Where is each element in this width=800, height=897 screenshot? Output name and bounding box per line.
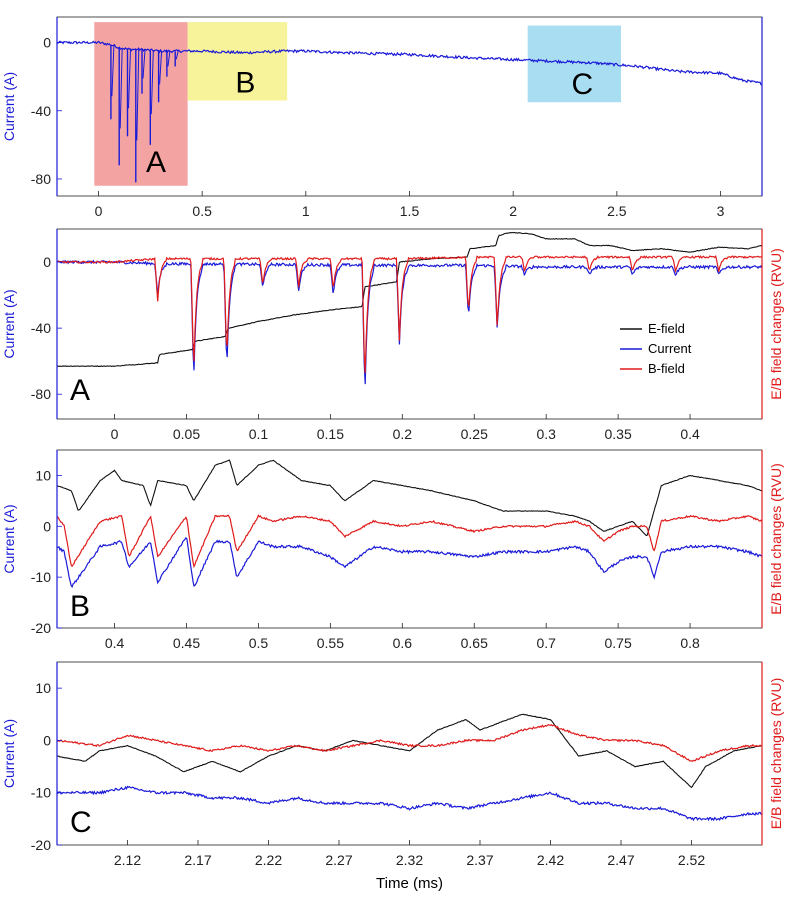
x-tick-label: 2.22 (255, 852, 282, 868)
series-current (57, 40, 762, 86)
panel-label: B (70, 590, 90, 623)
x-axis-label: Time (ms) (376, 875, 443, 892)
y-tick-label: 0 (43, 35, 51, 51)
x-tick-label: 0.3 (536, 426, 556, 442)
legend-label: Current (648, 341, 692, 356)
panel-B: 0.4 0.45 0.5 0.55 0.6 0.65 0.7 0.75 0.8 -20 -10 0 10… (1, 449, 784, 651)
y-tick-label: 10 (35, 680, 51, 696)
legend: E-field Current B-field (620, 321, 692, 376)
x-tick-label: 2.12 (114, 852, 141, 868)
x-tick-label: 1 (302, 203, 310, 219)
x-tick-label: 0.05 (173, 426, 200, 442)
y-tick-label: -40 (31, 320, 51, 336)
panel-overview: A B C 0 0.5 1 1.5 2 2.5 3 -80 -40 0 Current (A) (1, 16, 763, 219)
y-tick-label: -10 (31, 569, 51, 585)
x-tick-label: 2.17 (184, 852, 211, 868)
panel-label: A (70, 374, 90, 407)
legend-label: B-field (648, 361, 685, 376)
y-axis-label: Current (A) (1, 719, 17, 788)
x-tick-label: 0.4 (105, 635, 125, 651)
spike-secondary (159, 50, 163, 85)
region-label-A: A (146, 146, 166, 179)
x-tick-label: 0.65 (461, 635, 488, 651)
x-tick-label: 2.32 (396, 852, 423, 868)
y-tick-label: 0 (43, 732, 51, 748)
x-tick-label: 0.15 (317, 426, 344, 442)
x-tick-label: 1.5 (400, 203, 420, 219)
legend-label: E-field (648, 321, 685, 336)
spike-secondary (119, 47, 123, 129)
series-current (57, 259, 762, 385)
spike-secondary (175, 50, 179, 60)
series-current (57, 785, 762, 822)
x-tick-label: 0.45 (173, 635, 200, 651)
x-tick-label: 2 (509, 203, 517, 219)
y-axis-label-right: E/B field changes (RVU) (768, 678, 784, 829)
x-tick-label: 2.52 (678, 852, 705, 868)
x-tick-label: 0.5 (192, 203, 212, 219)
y-tick-label: -20 (31, 837, 51, 853)
plot-frame (56, 449, 763, 629)
x-tick-label: 0.6 (393, 635, 413, 651)
spike-secondary (111, 44, 115, 97)
y-axis-label: Current (A) (1, 72, 17, 141)
panel-A: 0 0.05 0.1 0.15 0.2 0.25 0.3 0.35 0.4 -80 -40 0 Curr… (1, 228, 784, 442)
y-axis-label: Current (A) (1, 504, 17, 573)
x-tick-label: 0.1 (249, 426, 269, 442)
y-axis-label-right: E/B field changes (RVU) (768, 248, 784, 399)
x-tick-label: 0.55 (317, 635, 344, 651)
spike-secondary (150, 50, 154, 115)
region-A (94, 22, 188, 186)
region-label-B: B (235, 67, 255, 100)
y-axis-label-right: E/B field changes (RVU) (768, 463, 784, 614)
x-tick-label: 2.42 (537, 852, 564, 868)
y-tick-label: -40 (31, 103, 51, 119)
x-tick-label: 0.5 (249, 635, 269, 651)
y-tick-label: 0 (43, 254, 51, 270)
y-tick-label: 0 (43, 518, 51, 534)
x-tick-label: 0 (111, 426, 119, 442)
y-tick-label: -20 (31, 620, 51, 636)
series-efield (57, 231, 762, 367)
series-bfield (57, 724, 762, 762)
x-tick-label: 2.27 (325, 852, 352, 868)
x-tick-label: 0.8 (680, 635, 700, 651)
x-tick-label: 0.75 (604, 635, 631, 651)
x-tick-label: 0.2 (393, 426, 413, 442)
spike-secondary (167, 51, 171, 67)
series-current (57, 536, 762, 589)
spike-secondary (128, 49, 131, 109)
y-tick-label: 10 (35, 467, 51, 483)
x-tick-label: 0.25 (461, 426, 488, 442)
x-tick-label: 2.37 (466, 852, 493, 868)
x-tick-label: 3 (717, 203, 725, 219)
panel-label: C (70, 806, 92, 839)
x-tick-label: 2.5 (607, 203, 627, 219)
series-efield (57, 459, 762, 537)
region-label-C: C (572, 68, 594, 101)
spike-secondary (142, 49, 146, 79)
series-efield (57, 713, 762, 789)
x-tick-label: 2.47 (607, 852, 634, 868)
plot-frame (56, 661, 763, 846)
region-B (187, 22, 288, 101)
spike-secondary (136, 49, 140, 141)
x-tick-label: 0.35 (604, 426, 631, 442)
x-tick-label: 0.4 (680, 426, 700, 442)
y-tick-label: -80 (31, 386, 51, 402)
series-bfield (57, 254, 762, 374)
panel-C: 2.12 2.17 2.22 2.27 2.32 2.37 2.42 2.47 2.52 -20 -… (1, 661, 784, 892)
x-tick-label: 0 (95, 203, 103, 219)
series-bfield (57, 514, 762, 569)
x-tick-label: 0.7 (536, 635, 556, 651)
y-tick-label: -10 (31, 785, 51, 801)
y-axis-label: Current (A) (1, 289, 17, 358)
y-tick-label: -80 (31, 171, 51, 187)
